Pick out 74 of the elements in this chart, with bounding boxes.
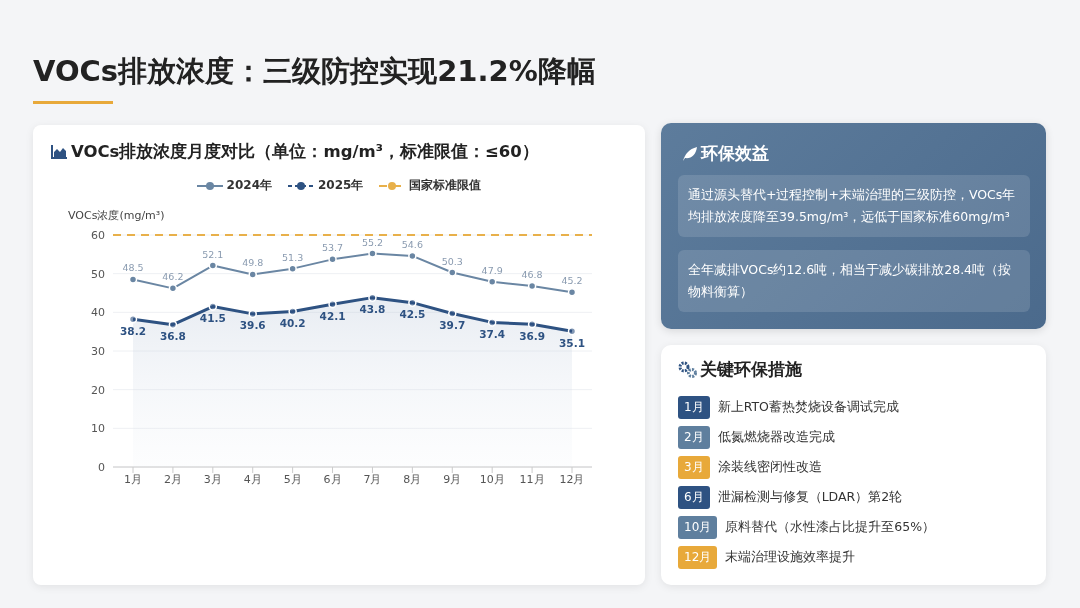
text: 末端治理设施效率提升 xyxy=(725,549,856,566)
x-tick-label: 8月 xyxy=(403,472,422,486)
y-tick-label: 50 xyxy=(91,267,105,281)
x-tick-label: 2月 xyxy=(163,472,182,486)
data-label: 39.7 xyxy=(439,318,466,331)
data-label: 38.2 xyxy=(120,324,146,337)
y-tick-label: 30 xyxy=(91,344,105,358)
x-tick-label: 11月 xyxy=(519,472,545,486)
y-axis-title: VOCs浓度(mg/m³) xyxy=(68,208,165,223)
data-label: 55.2 xyxy=(361,236,384,248)
y-tick-label: 10 xyxy=(91,422,105,436)
data-label: 40.2 xyxy=(279,317,306,330)
data-label: 50.3 xyxy=(441,255,463,267)
point xyxy=(288,307,297,316)
text: 涂装线密闭性改造 xyxy=(717,459,822,476)
text: 泄漏检测与修复（LDAR）第2轮 xyxy=(717,489,903,506)
point xyxy=(487,318,497,327)
text: 10月 xyxy=(678,516,718,539)
data-label: 49.8 xyxy=(242,257,264,269)
text: 6月 xyxy=(678,486,710,509)
text: 环保效益 xyxy=(699,143,769,165)
y-tick-label: 40 xyxy=(91,306,105,320)
point xyxy=(208,302,218,311)
text: 低氮燃烧器改造完成 xyxy=(717,429,835,446)
data-label: 52.1 xyxy=(202,248,224,260)
data-label: 42.5 xyxy=(399,308,426,321)
x-tick-label: 12月 xyxy=(559,472,585,486)
y-tick-label: 0 xyxy=(98,460,105,474)
legend-label: 2024年 xyxy=(226,177,272,194)
legend-label: 国家标准限值 xyxy=(409,177,482,194)
data-label: 54.6 xyxy=(401,238,423,250)
y-tick-label: 20 xyxy=(91,383,105,397)
text: 原料替代（水性漆占比提升至65%） xyxy=(725,519,936,536)
data-label: 37.4 xyxy=(479,327,506,340)
chart-title: VOCs排放浓度：三级防控实现21.2%降幅 xyxy=(33,53,596,90)
text: 全年减排VOCs约12.6吨，相当于减少碳排放28.4吨（按物料衡算） xyxy=(678,250,1030,312)
data-label: 42.1 xyxy=(319,309,346,322)
chart-subtitle: VOCs排放浓度月度对比（单位：mg/m³，标准限值：≤60） xyxy=(70,141,539,163)
data-label: 43.8 xyxy=(359,303,386,316)
data-label: 39.6 xyxy=(239,319,266,332)
x-tick-label: 6月 xyxy=(323,472,342,486)
point xyxy=(208,261,218,270)
text: 新上RTO蓄热焚烧设备调试完成 xyxy=(717,399,899,416)
point xyxy=(168,320,178,329)
point xyxy=(248,270,257,279)
data-label: 35.1 xyxy=(559,336,585,349)
x-tick-label: 10月 xyxy=(479,472,505,486)
point xyxy=(527,320,537,329)
data-label: 41.5 xyxy=(199,311,226,324)
point xyxy=(448,268,457,277)
legend-label: 2025年 xyxy=(318,177,364,194)
x-tick-label: 5月 xyxy=(283,472,302,486)
data-label: 36.8 xyxy=(159,330,186,343)
x-tick-label: 4月 xyxy=(243,472,262,486)
x-tick-label: 3月 xyxy=(203,472,222,486)
data-label: 51.3 xyxy=(282,251,304,263)
point xyxy=(448,309,457,318)
text: 12月 xyxy=(678,546,718,569)
point xyxy=(368,249,377,258)
text: 通过源头替代+过程控制+末端治理的三级防控，VOCs年均排放浓度降至39.5mg/m³，远低于国家标准60mg/m³ xyxy=(678,175,1030,237)
text: 关键环保措施 xyxy=(699,359,802,381)
data-label: 36.9 xyxy=(519,329,546,342)
data-label: 45.2 xyxy=(561,275,583,287)
data-label: 46.8 xyxy=(521,269,543,281)
data-label: 46.2 xyxy=(162,271,184,283)
data-label: 47.9 xyxy=(481,264,503,276)
x-tick-label: 7月 xyxy=(363,472,382,486)
x-tick-label: 9月 xyxy=(443,472,462,486)
y-tick-label: 60 xyxy=(91,228,105,242)
data-label: 48.5 xyxy=(122,262,144,274)
x-tick-label: 1月 xyxy=(124,472,142,486)
text: 2月 xyxy=(678,426,710,449)
text: 1月 xyxy=(678,396,710,419)
data-label: 53.7 xyxy=(321,242,344,254)
